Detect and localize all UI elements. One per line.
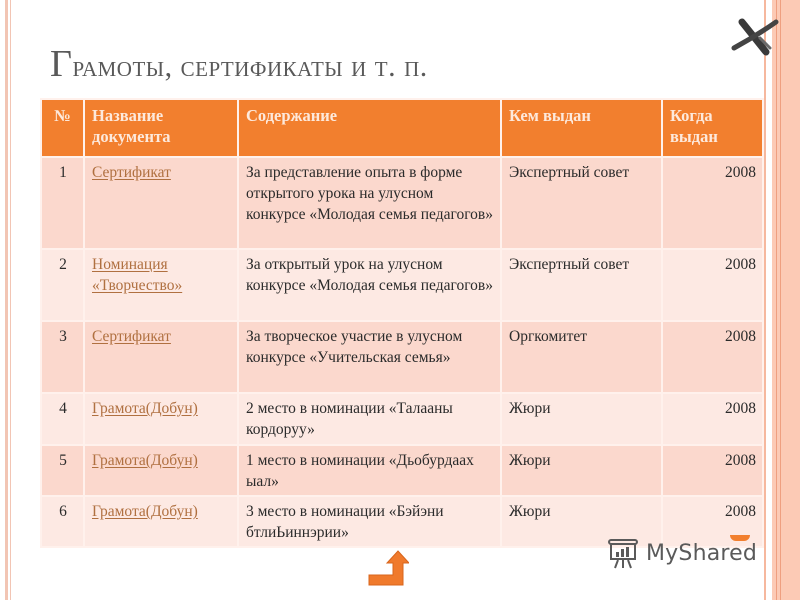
table-row: 4 Грамота(Добун) 2 место в номинации «Та… <box>40 392 764 446</box>
watermark-text: MyShared <box>646 540 758 566</box>
table-row: 1 Сертификат За представление опыта в фо… <box>40 156 764 250</box>
slide-border-right <box>764 0 766 600</box>
row-num: 5 <box>40 444 85 497</box>
row-name-cell: Сертификат <box>83 320 239 394</box>
title-initial: Г <box>50 43 73 85</box>
awards-table: № Название документа Содержание Кем выда… <box>40 98 764 548</box>
row-num: 1 <box>40 156 85 250</box>
slide-border-left-thin <box>10 0 11 600</box>
row-num: 4 <box>40 392 85 446</box>
return-arrow-icon[interactable] <box>367 549 409 587</box>
title-text: рамоты, сертификаты и т. п. <box>72 50 428 83</box>
table-row: 6 Грамота(Добун) 3 место в номинации «Бэ… <box>40 495 764 548</box>
document-link[interactable]: Сертификат <box>92 164 171 181</box>
slide-title: Грамоты, сертификаты и т. п. <box>50 42 428 86</box>
header-date: Когда выдан <box>661 98 764 158</box>
presentation-board-icon <box>608 539 638 569</box>
header-document-name: Название документа <box>83 98 239 158</box>
document-link[interactable]: Грамота(Добун) <box>92 400 198 417</box>
row-content: 3 место в номинации «Бэйэни бтлиЬиннэрии… <box>237 495 502 548</box>
row-content: За представление опыта в форме открытого… <box>237 156 502 250</box>
row-name-cell: Грамота(Добун) <box>83 392 239 446</box>
row-num: 3 <box>40 320 85 394</box>
row-year: 2008 <box>661 320 764 394</box>
document-link[interactable]: Грамота(Добун) <box>92 503 198 520</box>
row-num: 2 <box>40 248 85 322</box>
row-issuer: Жюри <box>500 392 663 446</box>
row-issuer: Оргкомитет <box>500 320 663 394</box>
row-year: 2008 <box>661 392 764 446</box>
slide-border-right-line <box>776 0 777 600</box>
close-x-icon[interactable] <box>730 14 780 58</box>
row-name-cell: Сертификат <box>83 156 239 250</box>
row-num: 6 <box>40 495 85 548</box>
row-name-cell: Грамота(Добун) <box>83 444 239 497</box>
row-content: 2 место в номинации «Талааны кордоруу» <box>237 392 502 446</box>
document-link[interactable]: Номинация «Творчество» <box>92 256 183 294</box>
slide-border-right-line <box>780 0 781 600</box>
table-row: 5 Грамота(Добун) 1 место в номинации «Дь… <box>40 444 764 497</box>
slide-border-left <box>5 0 8 600</box>
row-issuer: Экспертный совет <box>500 248 663 322</box>
row-content: За открытый урок на улусном конкурсе «Мо… <box>237 248 502 322</box>
document-link[interactable]: Сертификат <box>92 328 171 345</box>
header-num: № <box>40 98 85 158</box>
table-header-row: № Название документа Содержание Кем выда… <box>40 98 764 158</box>
row-issuer: Экспертный совет <box>500 156 663 250</box>
row-year: 2008 <box>661 444 764 497</box>
watermark-accent <box>730 535 750 541</box>
row-content: 1 место в номинации «Дьобурдаах ыал» <box>237 444 502 497</box>
row-name-cell: Грамота(Добун) <box>83 495 239 548</box>
row-content: За творческое участие в улусном конкурсе… <box>237 320 502 394</box>
row-issuer: Жюри <box>500 444 663 497</box>
row-issuer: Жюри <box>500 495 663 548</box>
table-row: 2 Номинация «Творчество» За открытый уро… <box>40 248 764 322</box>
header-content: Содержание <box>237 98 502 158</box>
document-link[interactable]: Грамота(Добун) <box>92 452 198 469</box>
row-year: 2008 <box>661 156 764 250</box>
table-row: 3 Сертификат За творческое участие в улу… <box>40 320 764 394</box>
row-name-cell: Номинация «Творчество» <box>83 248 239 322</box>
row-year: 2008 <box>661 248 764 322</box>
myshared-watermark[interactable]: MyShared <box>606 535 758 569</box>
header-issuer: Кем выдан <box>500 98 663 158</box>
